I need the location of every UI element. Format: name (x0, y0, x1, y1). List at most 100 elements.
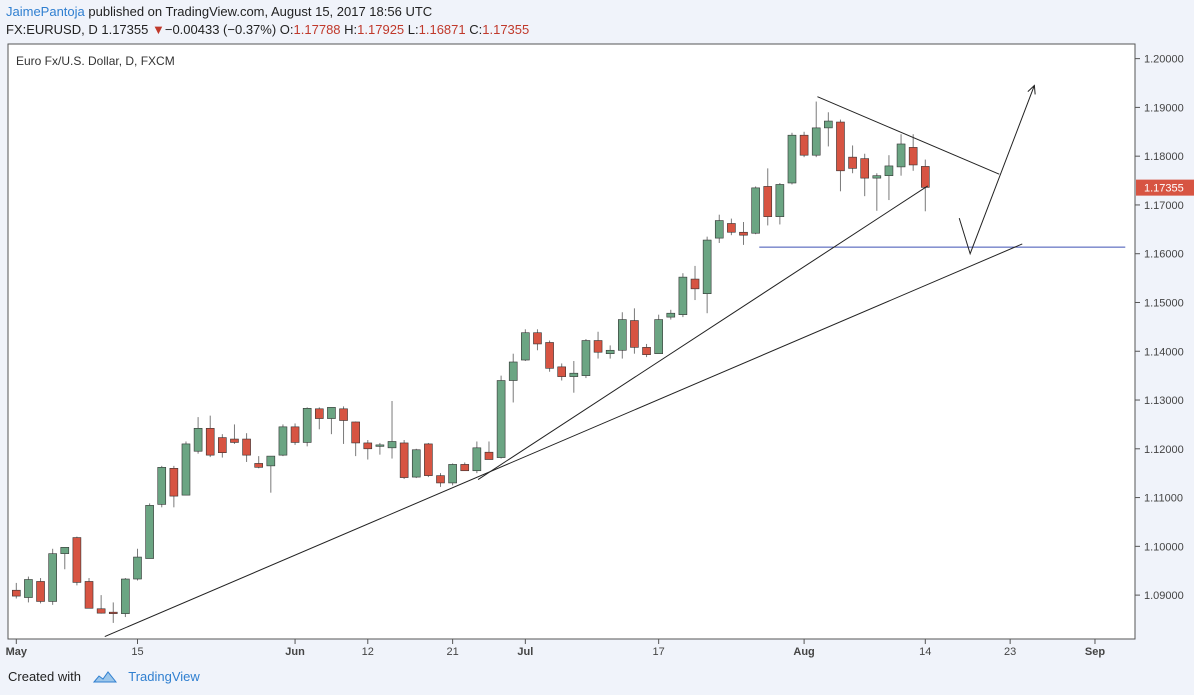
long-trendline (104, 243, 1023, 638)
x-tick-label: 12 (362, 646, 374, 658)
candle-up (678, 276, 688, 315)
candle-up (145, 505, 154, 559)
ohlc-bar: FX:EURUSD, D 1.17355 ▼−0.00433 (−0.37%) … (6, 22, 529, 37)
candle-up (278, 426, 288, 456)
candle-down (169, 468, 179, 497)
candle-up (872, 175, 882, 179)
x-tick-label: 21 (446, 646, 458, 658)
candle-up (60, 547, 70, 554)
candle-up (775, 184, 785, 217)
short-trendline (477, 185, 928, 480)
candle-down (351, 421, 360, 444)
candle-down (36, 581, 45, 602)
change-value: −0.00433 (−0.37%) (164, 22, 277, 37)
candle-down (799, 134, 809, 156)
candle-down (399, 442, 409, 478)
x-tick-label: 17 (653, 646, 665, 658)
x-tick-label: May (6, 646, 28, 658)
created-with-text: Created with (8, 669, 81, 684)
candle-up (133, 556, 142, 580)
chart-container[interactable]: Euro Fx/U.S. Dollar, D, FXCM 1.09000 1.100… (0, 40, 1194, 663)
low-value: 1.16871 (418, 22, 466, 37)
candle-up (121, 578, 130, 614)
author-link[interactable]: JaimePantoja (6, 4, 85, 19)
candle-up (617, 319, 627, 351)
candle-up (521, 332, 530, 361)
candle-up (157, 467, 167, 505)
candle-up (702, 239, 712, 295)
x-tick-label: Jun (285, 646, 305, 658)
candle-down (230, 438, 239, 443)
candle-up (896, 143, 906, 168)
candle-up (48, 553, 57, 602)
candle-up (508, 361, 518, 381)
candle-down (690, 278, 700, 290)
open-value: 1.17788 (293, 22, 341, 37)
candle-down (593, 340, 603, 353)
y-tick-label: 1.14000 (1144, 346, 1184, 358)
candle-down (339, 408, 348, 421)
y-tick-label: 1.19000 (1144, 102, 1184, 114)
plot-area (7, 43, 1136, 640)
candle-up (193, 428, 203, 452)
candle-down (763, 186, 773, 217)
candle-up (387, 441, 397, 449)
y-tick-label: 1.17000 (1144, 200, 1184, 212)
high-label: H: (344, 22, 358, 37)
projection-arrowhead (1027, 84, 1036, 95)
candle-down (484, 451, 494, 460)
candle-up (181, 443, 191, 496)
close-label: C: (469, 22, 483, 37)
candle-down (84, 581, 94, 609)
projection-path (958, 85, 1035, 256)
candle-down (642, 347, 651, 355)
candle-down (424, 443, 433, 476)
chart-title: Euro Fx/U.S. Dollar, D, FXCM (16, 54, 175, 68)
candle-down (557, 366, 567, 377)
y-tick-label: 1.13000 (1144, 395, 1184, 407)
y-tick-label: 1.18000 (1144, 151, 1184, 163)
resistance-trendline (817, 96, 1000, 175)
x-tick-label: 15 (131, 646, 143, 658)
candle-up (581, 340, 591, 376)
low-label: L: (407, 22, 419, 37)
candle-down (242, 438, 251, 456)
candle-down (363, 442, 373, 450)
y-tick-label: 1.15000 (1144, 297, 1184, 309)
publish-info: JaimePantoja published on TradingView.co… (6, 4, 432, 19)
candle-down (727, 223, 736, 233)
x-tick-label: Aug (793, 646, 814, 658)
candle-up (302, 408, 312, 443)
candle-down (739, 231, 748, 236)
published-text: published on TradingView.com, August 15,… (88, 4, 433, 19)
candle-up (751, 187, 760, 234)
tradingview-link[interactable]: TradingView (128, 669, 200, 684)
candle-up (375, 444, 385, 447)
y-tick-label: 1.09000 (1144, 590, 1184, 602)
y-tick-label: 1.10000 (1144, 541, 1184, 553)
candle-down (460, 464, 470, 472)
candle-up (327, 407, 336, 419)
last-price: 1.17355 (101, 22, 149, 37)
candle-down (205, 428, 215, 456)
close-value: 1.17355 (482, 22, 530, 37)
candle-up (24, 579, 33, 598)
candle-up (496, 380, 506, 458)
candle-down (533, 332, 542, 345)
candle-up (666, 312, 676, 318)
candle-down (72, 537, 82, 583)
y-tick-label: 1.20000 (1144, 54, 1184, 66)
candle-up (787, 134, 797, 184)
candle-down (836, 121, 845, 172)
open-label: O: (279, 22, 294, 37)
candle-down (254, 463, 263, 468)
candle-up (884, 165, 894, 176)
candle-up (569, 372, 579, 377)
price-chart[interactable]: Euro Fx/U.S. Dollar, D, FXCM 1.09000 1.100… (0, 40, 1194, 658)
candle-up (811, 127, 821, 156)
candle-down (108, 611, 118, 614)
x-tick-label: 14 (919, 646, 931, 658)
symbol-label: FX:EURUSD, D (6, 22, 98, 37)
candle-down (920, 166, 930, 188)
candle-down (96, 608, 106, 614)
